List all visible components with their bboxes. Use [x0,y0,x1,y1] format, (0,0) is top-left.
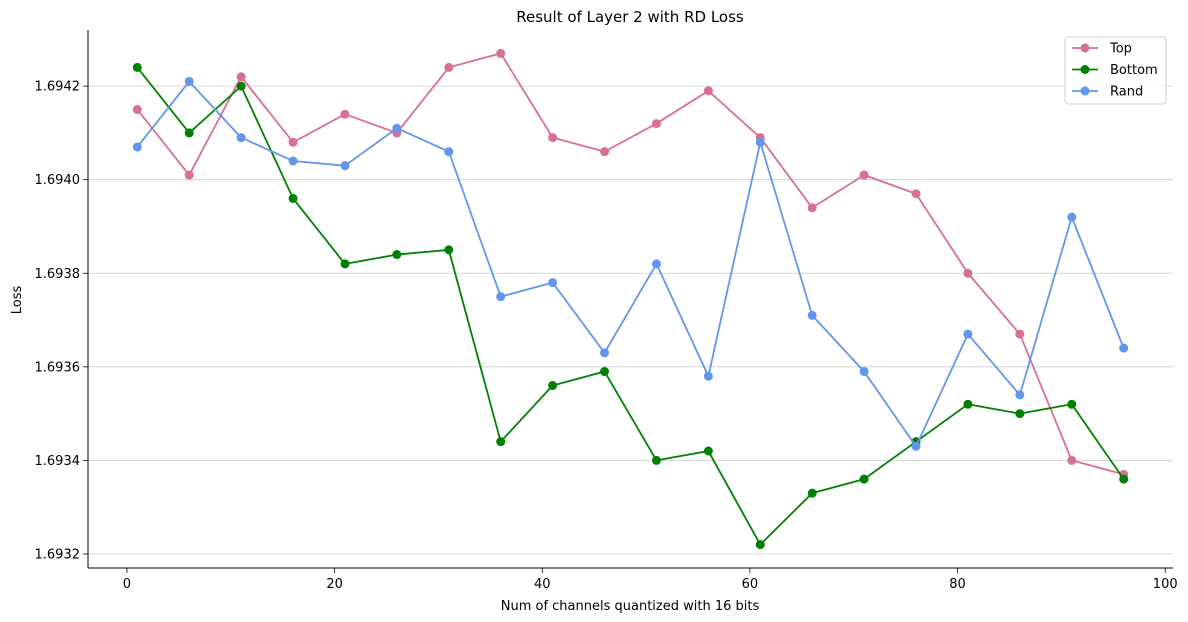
data-point-bottom [1067,399,1077,409]
data-point-bottom [859,474,869,484]
data-point-bottom [651,455,661,465]
chart-title: Result of Layer 2 with RD Loss [516,8,744,26]
data-point-bottom [236,81,246,91]
y-tick-label: 1.6942 [35,80,81,95]
y-tick-label: 1.6934 [35,454,81,469]
grid-lines [88,85,1173,555]
data-point-bottom [548,381,558,391]
data-point-rand [807,310,817,320]
data-point-top [444,62,454,72]
data-point-rand [1119,343,1129,353]
data-point-rand [288,156,298,166]
axes [83,30,1173,573]
data-point-bottom [807,488,817,498]
x-tick-label: 60 [742,577,759,592]
x-axis-label: Num of channels quantized with 16 bits [501,599,760,614]
data-point-rand [911,441,921,451]
data-point-top [340,109,350,119]
data-point-rand [600,348,610,358]
y-tick-label: 1.6938 [35,267,81,282]
data-point-bottom [755,540,765,550]
data-point-bottom [392,250,402,260]
legend-label-bottom: Bottom [1110,63,1158,78]
x-tick-label: 100 [1153,577,1178,592]
x-tick-label: 20 [326,577,343,592]
data-point-bottom [132,62,142,72]
data-point-rand [651,259,661,269]
legend-label-rand: Rand [1110,85,1143,100]
tick-labels: 1.6932 1.6934 1.6936 1.6938 1.6940 1.6942 0 20 4… [35,80,1178,592]
data-point-top [859,170,869,180]
x-tick-label: 0 [123,577,131,592]
series-line-bottom [136,66,1125,546]
data-point-top [496,48,506,58]
data-point-rand [703,371,713,381]
data-point-rand [132,142,142,152]
data-point-top [132,105,142,115]
data-point-rand [184,76,194,86]
data-point-bottom [444,245,454,255]
data-point-rand [1067,212,1077,222]
data-point-rand [392,123,402,133]
y-axis-label: Loss [10,286,25,315]
data-point-rand [1015,390,1025,400]
data-point-top [911,189,921,199]
data-point-bottom [184,128,194,138]
legend-label-top: Top [1109,42,1132,57]
data-point-rand [236,133,246,143]
data-point-top [288,137,298,147]
series-group [132,48,1129,550]
data-point-rand [963,329,973,339]
data-point-rand [496,292,506,302]
data-point-bottom [703,446,713,456]
y-tick-label: 1.6932 [35,547,81,562]
y-tick-label: 1.6940 [35,173,81,188]
data-point-rand [340,161,350,171]
data-point-top [651,119,661,129]
series-line-rand [136,80,1125,448]
data-point-bottom [1119,474,1129,484]
data-point-bottom [288,193,298,203]
data-point-bottom [1015,409,1025,419]
y-tick-label: 1.6936 [35,360,81,375]
data-point-bottom [496,437,506,447]
data-point-top [703,86,713,96]
data-point-rand [444,147,454,157]
data-point-top [548,133,558,143]
data-point-top [1015,329,1025,339]
series-line-top [136,52,1124,476]
data-point-rand [548,278,558,288]
legend-marker-bottom [1080,65,1090,74]
data-point-top [600,147,610,157]
data-point-bottom [600,367,610,377]
x-tick-label: 80 [949,577,966,592]
legend: Top Bottom Rand [1064,36,1167,105]
data-point-top [236,72,246,82]
data-point-bottom [340,259,350,269]
data-point-top [963,268,973,278]
data-point-rand [859,367,869,377]
legend-marker-rand [1080,86,1090,96]
data-point-top [184,170,194,180]
x-tick-label: 40 [534,577,551,592]
legend-box [1064,36,1167,105]
data-point-rand [755,137,765,147]
data-point-top [807,203,817,213]
data-point-bottom [963,399,973,409]
data-point-top [1067,455,1077,465]
legend-marker-top [1080,43,1090,53]
